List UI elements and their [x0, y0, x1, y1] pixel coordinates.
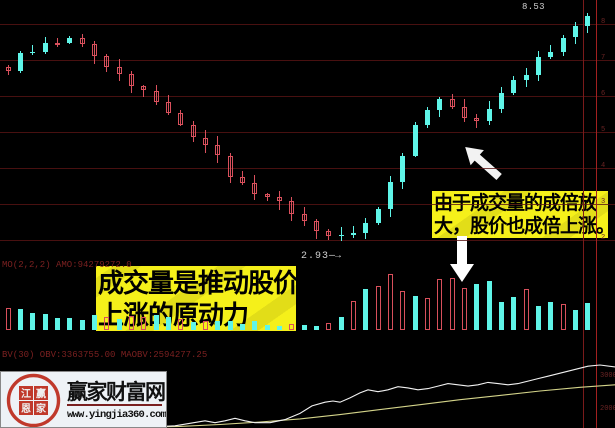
svg-text:赢: 赢	[36, 387, 46, 400]
svg-text:家: 家	[36, 402, 47, 415]
svg-text:江: 江	[21, 387, 31, 400]
svg-text:恩: 恩	[21, 403, 31, 415]
